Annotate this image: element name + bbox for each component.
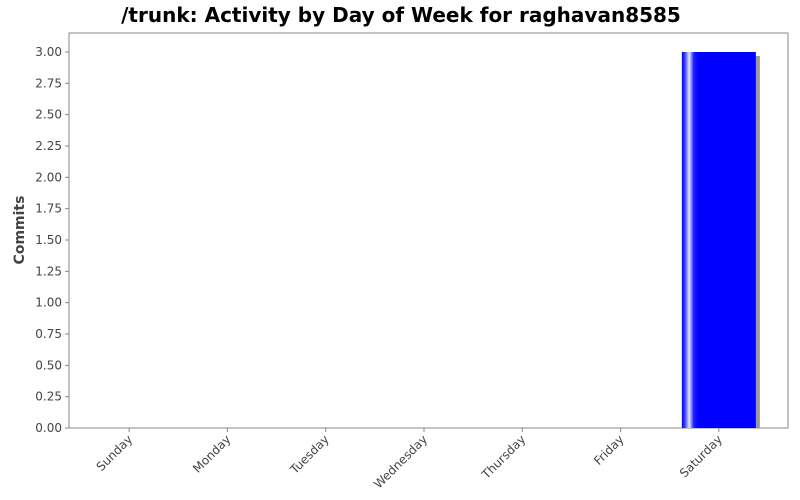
x-tick-label: Wednesday (371, 432, 430, 491)
x-tick-label: Saturday (677, 432, 725, 480)
y-tick-label: 0.25 (35, 390, 62, 404)
y-tick-label: 2.25 (35, 139, 62, 153)
x-tick-label: Monday (190, 432, 233, 475)
y-tick-label: 0.50 (35, 358, 62, 372)
y-tick-label: 1.50 (35, 233, 62, 247)
y-tick-label: 3.00 (35, 45, 62, 59)
y-tick-label: 1.00 (35, 296, 62, 310)
y-tick-label: 0.75 (35, 327, 62, 341)
chart-title: /trunk: Activity by Day of Week for ragh… (121, 3, 681, 27)
x-tick-label: Thursday (478, 432, 528, 482)
x-axis-ticks: Sunday Monday Tuesday Wednesday Thursday Frid… (94, 428, 725, 491)
y-tick-label: 0.00 (35, 421, 62, 435)
x-tick-label: Friday (591, 432, 627, 468)
x-tick-label: Tuesday (287, 432, 332, 477)
y-tick-label: 2.00 (35, 170, 62, 184)
y-tick-label: 1.25 (35, 264, 62, 278)
y-tick-label: 2.50 (35, 108, 62, 122)
y-tick-label: 2.75 (35, 76, 62, 90)
y-axis-ticks: 0.00 0.25 0.50 0.75 1.00 1.25 1.50 1.75 2.00 2.25… (35, 45, 69, 435)
plot-area (68, 32, 789, 429)
x-tick-label: Sunday (94, 432, 136, 474)
bar-saturday (681, 52, 756, 428)
bars (681, 52, 760, 428)
y-tick-label: 1.75 (35, 202, 62, 216)
y-axis-label: Commits (12, 196, 28, 265)
